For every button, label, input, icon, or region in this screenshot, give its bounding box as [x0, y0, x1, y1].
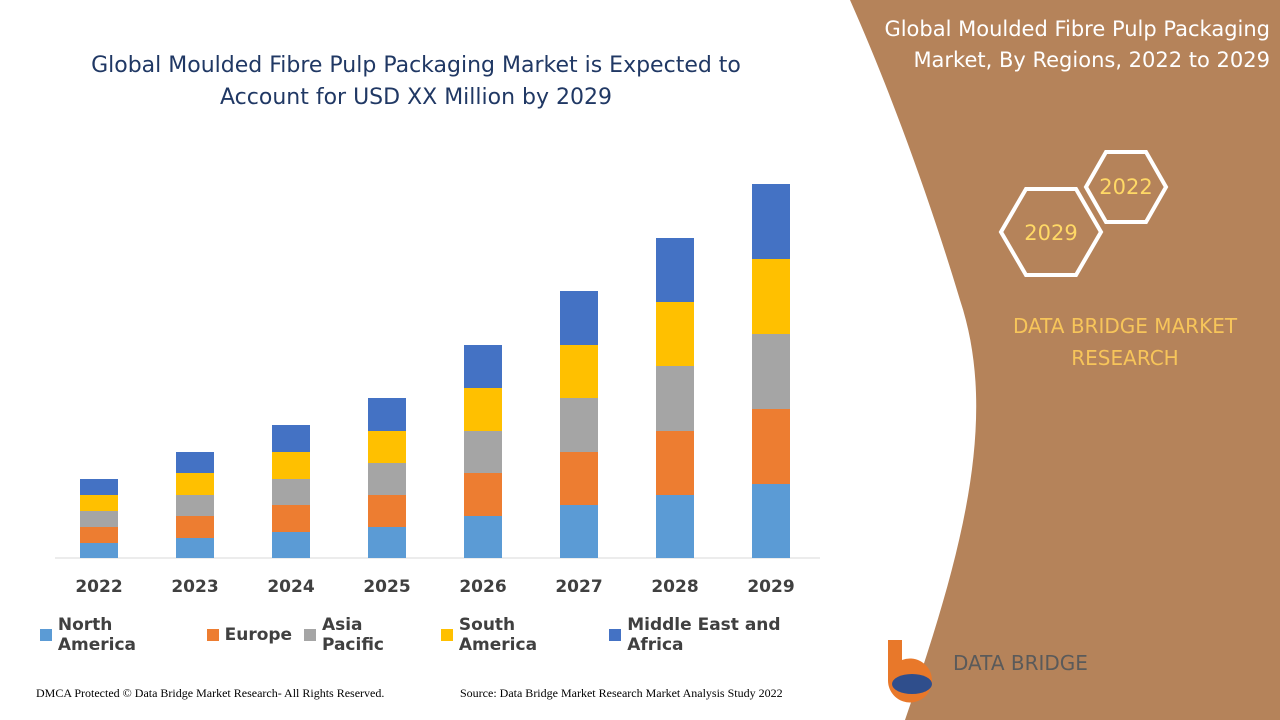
bar-segment	[80, 511, 118, 527]
bar-segment	[560, 505, 598, 558]
bar-segment	[272, 452, 310, 479]
bar-segment	[272, 532, 310, 558]
legend-swatch	[441, 629, 453, 641]
bar-segment	[752, 184, 790, 259]
bar-segment	[656, 238, 694, 302]
bar-segment	[80, 527, 118, 543]
footer-left: DMCA Protected © Data Bridge Market Rese…	[36, 686, 385, 700]
bar-segment	[464, 431, 502, 473]
legend-label: North America	[57, 615, 137, 655]
x-tick-label: 2028	[651, 577, 698, 597]
legend-label: Asia Pacific	[321, 615, 384, 655]
bar-segment	[560, 398, 598, 452]
x-tick-label: 2027	[555, 577, 602, 597]
legend-swatch	[609, 629, 622, 641]
hex-large	[998, 187, 1104, 277]
bar-segment	[80, 543, 118, 558]
bar-segment	[176, 538, 214, 558]
bar-segment	[368, 431, 406, 463]
hex-label: 2022	[1099, 175, 1152, 199]
legend-item: Middle East and Africa	[609, 615, 840, 655]
bar-segment	[752, 334, 790, 409]
bar-segment	[752, 484, 790, 558]
bar-segment	[464, 345, 502, 388]
bar-segment	[176, 516, 214, 538]
logo-text: DATA BRIDGE	[953, 651, 1088, 675]
legend-swatch	[304, 629, 316, 641]
bar-segment	[560, 452, 598, 505]
bar-segment	[272, 479, 310, 505]
legend-label: Europe	[224, 625, 293, 645]
bar-segment	[464, 473, 502, 516]
bar-segment	[272, 425, 310, 452]
hex-small	[1083, 150, 1169, 224]
legend-item: South America	[441, 615, 597, 655]
bar-segment	[464, 516, 502, 558]
legend-item: Asia Pacific	[304, 615, 429, 655]
bar-segment	[80, 479, 118, 495]
bar-segment	[368, 495, 406, 527]
bar-segment	[656, 366, 694, 431]
bar-segment	[272, 505, 310, 532]
bar-segment	[176, 473, 214, 495]
bar-segment	[752, 259, 790, 334]
bar-segment	[656, 495, 694, 558]
x-tick-label: 2025	[363, 577, 410, 597]
bar-segment	[560, 345, 598, 398]
bar-segment	[368, 398, 406, 431]
bar-segment	[752, 409, 790, 484]
bars: 2022 2023 2024 2025 2026 2027 2028 2029	[75, 184, 795, 597]
legend: North America Europe Asia Pacific South Ame…	[40, 615, 840, 655]
legend-item: Europe	[206, 615, 293, 655]
bar-segment	[176, 495, 214, 516]
legend-swatch	[40, 629, 52, 641]
logo-icon	[892, 674, 932, 694]
hex-label: 2029	[1024, 221, 1077, 245]
x-tick-label: 2024	[267, 577, 314, 597]
bar-segment	[368, 527, 406, 558]
legend-label: South America	[458, 615, 538, 655]
chart-title: Global Moulded Fibre Pulp Packaging Mark…	[91, 53, 741, 110]
bar-segment	[368, 463, 406, 495]
bar-segment	[656, 302, 694, 366]
legend-label: Middle East and Africa	[627, 615, 781, 655]
brand-text: DATA BRIDGE MARKET RESEARCH	[1012, 314, 1238, 370]
sidebar-panel	[850, 0, 1280, 720]
bar-segment	[656, 431, 694, 495]
bar-segment	[560, 291, 598, 345]
x-tick-label: 2023	[171, 577, 218, 597]
x-tick-label: 2022	[75, 577, 122, 597]
legend-item: North America	[40, 615, 195, 655]
bar-segment	[464, 388, 502, 431]
bar-segment	[176, 452, 214, 473]
bar-segment	[80, 495, 118, 511]
x-tick-label: 2026	[459, 577, 506, 597]
x-tick-label: 2029	[747, 577, 794, 597]
footer-right: Source: Data Bridge Market Research Mark…	[460, 686, 783, 700]
legend-swatch	[206, 629, 219, 641]
sidebar-title: Global Moulded Fibre Pulp Packaging Mark…	[884, 17, 1270, 72]
